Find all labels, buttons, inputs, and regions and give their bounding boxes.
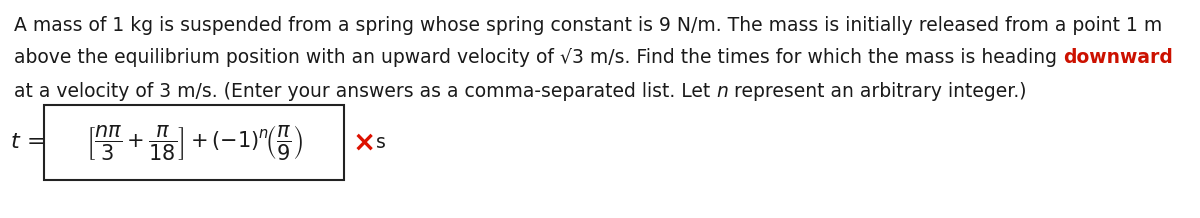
Text: $\left[\dfrac{n\pi}{3}+\dfrac{\pi}{18}\right]+(-1)^{n}\!\left(\dfrac{\pi}{9}\rig: $\left[\dfrac{n\pi}{3}+\dfrac{\pi}{18}\r… [85,123,302,162]
Bar [44,105,344,180]
Text: represent an arbitrary integer.): represent an arbitrary integer.) [728,82,1027,101]
Text: n: n [716,82,728,101]
Text: downward: downward [1063,48,1172,67]
Text: s: s [376,133,386,152]
Text: √3 m/s. Find the times for which the mass is heading: √3 m/s. Find the times for which the mas… [560,48,1063,67]
Text: at a velocity of 3 m/s. (Enter your answers as a comma-separated list. Let: at a velocity of 3 m/s. (Enter your answ… [14,82,716,101]
Text: above the equilibrium position with an upward velocity of: above the equilibrium position with an u… [14,48,560,67]
Text: $t\,=$: $t\,=$ [10,133,44,153]
Text: A mass of 1 kg is suspended from a spring whose spring constant is 9 N/m. The ma: A mass of 1 kg is suspended from a sprin… [14,16,1163,35]
Text: $\mathbf{\times}$: $\mathbf{\times}$ [352,128,373,157]
